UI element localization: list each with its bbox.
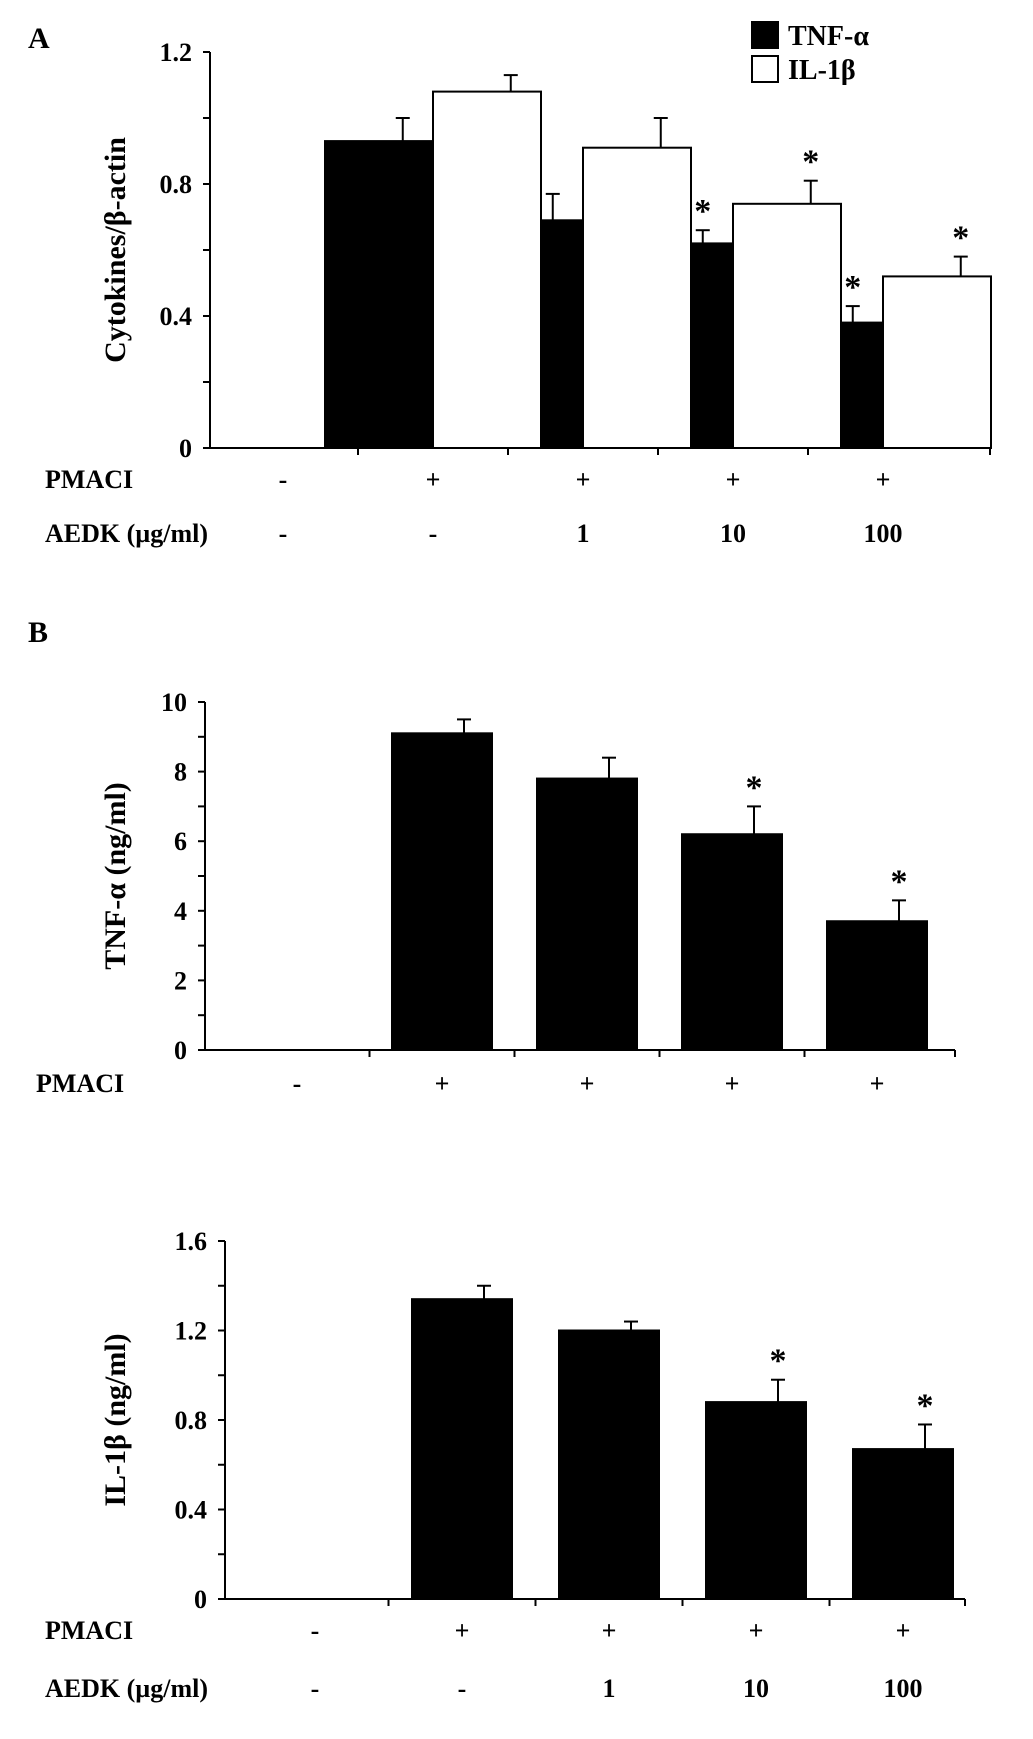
condition-value: +: [426, 465, 441, 494]
y-tick-label: 1.2: [160, 38, 193, 67]
y-axis-title: IL-1β (ng/ml): [99, 1333, 132, 1506]
bar: [558, 1329, 660, 1600]
row-label: AEDK (µg/ml): [45, 1674, 208, 1703]
condition-value: +: [602, 1616, 617, 1645]
condition-value: -: [279, 465, 288, 494]
condition-value: -: [458, 1674, 467, 1703]
condition-value: 100: [884, 1674, 923, 1703]
y-axis-title: TNF-α (ng/ml): [99, 782, 132, 970]
panel-label-a: A: [28, 22, 50, 55]
il-1beta-chart: 0 0.4 0.8 1.2 1.6 IL-1β (ng/ml) * * PMACI - + + + + AE…: [45, 1227, 966, 1703]
row-label: PMACI: [45, 465, 133, 494]
legend-swatch: [751, 55, 779, 83]
y-tick-label: 0.8: [175, 1406, 208, 1435]
condition-value: 1: [603, 1674, 616, 1703]
y-tick-label: 10: [161, 688, 187, 717]
y-axis-title: Cytokines/β-actin: [99, 137, 132, 363]
legend-label: IL-1β: [788, 55, 856, 86]
significance-star: *: [917, 1387, 934, 1424]
y-tick-label: 0: [194, 1585, 207, 1614]
significance-star: *: [891, 863, 908, 900]
bar: [882, 275, 992, 449]
condition-value: +: [435, 1069, 450, 1098]
condition-value: +: [896, 1616, 911, 1645]
condition-value: 1: [577, 519, 590, 548]
bar: [582, 146, 692, 449]
y-tick-label: 0.8: [160, 170, 193, 199]
y-tick-label: 0.4: [160, 302, 193, 331]
legend-label: TNF-α: [788, 21, 869, 52]
condition-value: 100: [864, 519, 903, 548]
y-tick-label: 0: [179, 434, 192, 463]
significance-star: *: [844, 269, 861, 306]
cytokine-mrna-chart: 0 0.4 0.8 1.2 Cytokines/β-actin * * * * PMACI - + + +…: [45, 21, 992, 548]
condition-value: +: [749, 1616, 764, 1645]
bar: [324, 140, 434, 449]
row-label: AEDK (µg/ml): [45, 519, 208, 548]
significance-star: *: [694, 193, 711, 230]
bar: [732, 202, 842, 449]
condition-value: -: [311, 1616, 320, 1645]
row-label: PMACI: [45, 1616, 133, 1645]
condition-value: +: [876, 465, 891, 494]
significance-star: *: [770, 1343, 787, 1380]
y-tick-label: 8: [174, 758, 187, 787]
condition-value: -: [429, 519, 438, 548]
significance-star: *: [746, 769, 763, 806]
condition-value: 10: [743, 1674, 769, 1703]
y-tick-label: 1.2: [175, 1317, 208, 1346]
y-tick-label: 0.4: [175, 1496, 208, 1525]
significance-star: *: [952, 220, 969, 257]
condition-value: -: [311, 1674, 320, 1703]
condition-value: +: [726, 465, 741, 494]
panel-label-b: B: [28, 616, 49, 649]
y-tick-label: 4: [174, 897, 187, 926]
row-label: PMACI: [36, 1069, 124, 1098]
condition-value: -: [279, 519, 288, 548]
condition-value: +: [580, 1069, 595, 1098]
condition-value: +: [870, 1069, 885, 1098]
condition-value: -: [293, 1069, 302, 1098]
bar: [432, 90, 542, 449]
bar: [391, 732, 493, 1051]
bar: [681, 833, 783, 1051]
bar: [826, 920, 928, 1051]
y-tick-label: 1.6: [175, 1227, 208, 1256]
bar: [852, 1448, 954, 1600]
significance-star: *: [802, 144, 819, 181]
bar: [705, 1401, 807, 1600]
bar: [411, 1298, 513, 1601]
condition-value: 10: [720, 519, 746, 548]
condition-value: +: [576, 465, 591, 494]
y-tick-label: 2: [174, 966, 187, 995]
y-tick-label: 0: [174, 1036, 187, 1065]
condition-value: +: [455, 1616, 470, 1645]
y-tick-label: 6: [174, 827, 187, 856]
bar: [536, 777, 638, 1051]
condition-value: +: [725, 1069, 740, 1098]
legend-swatch: [751, 21, 779, 49]
